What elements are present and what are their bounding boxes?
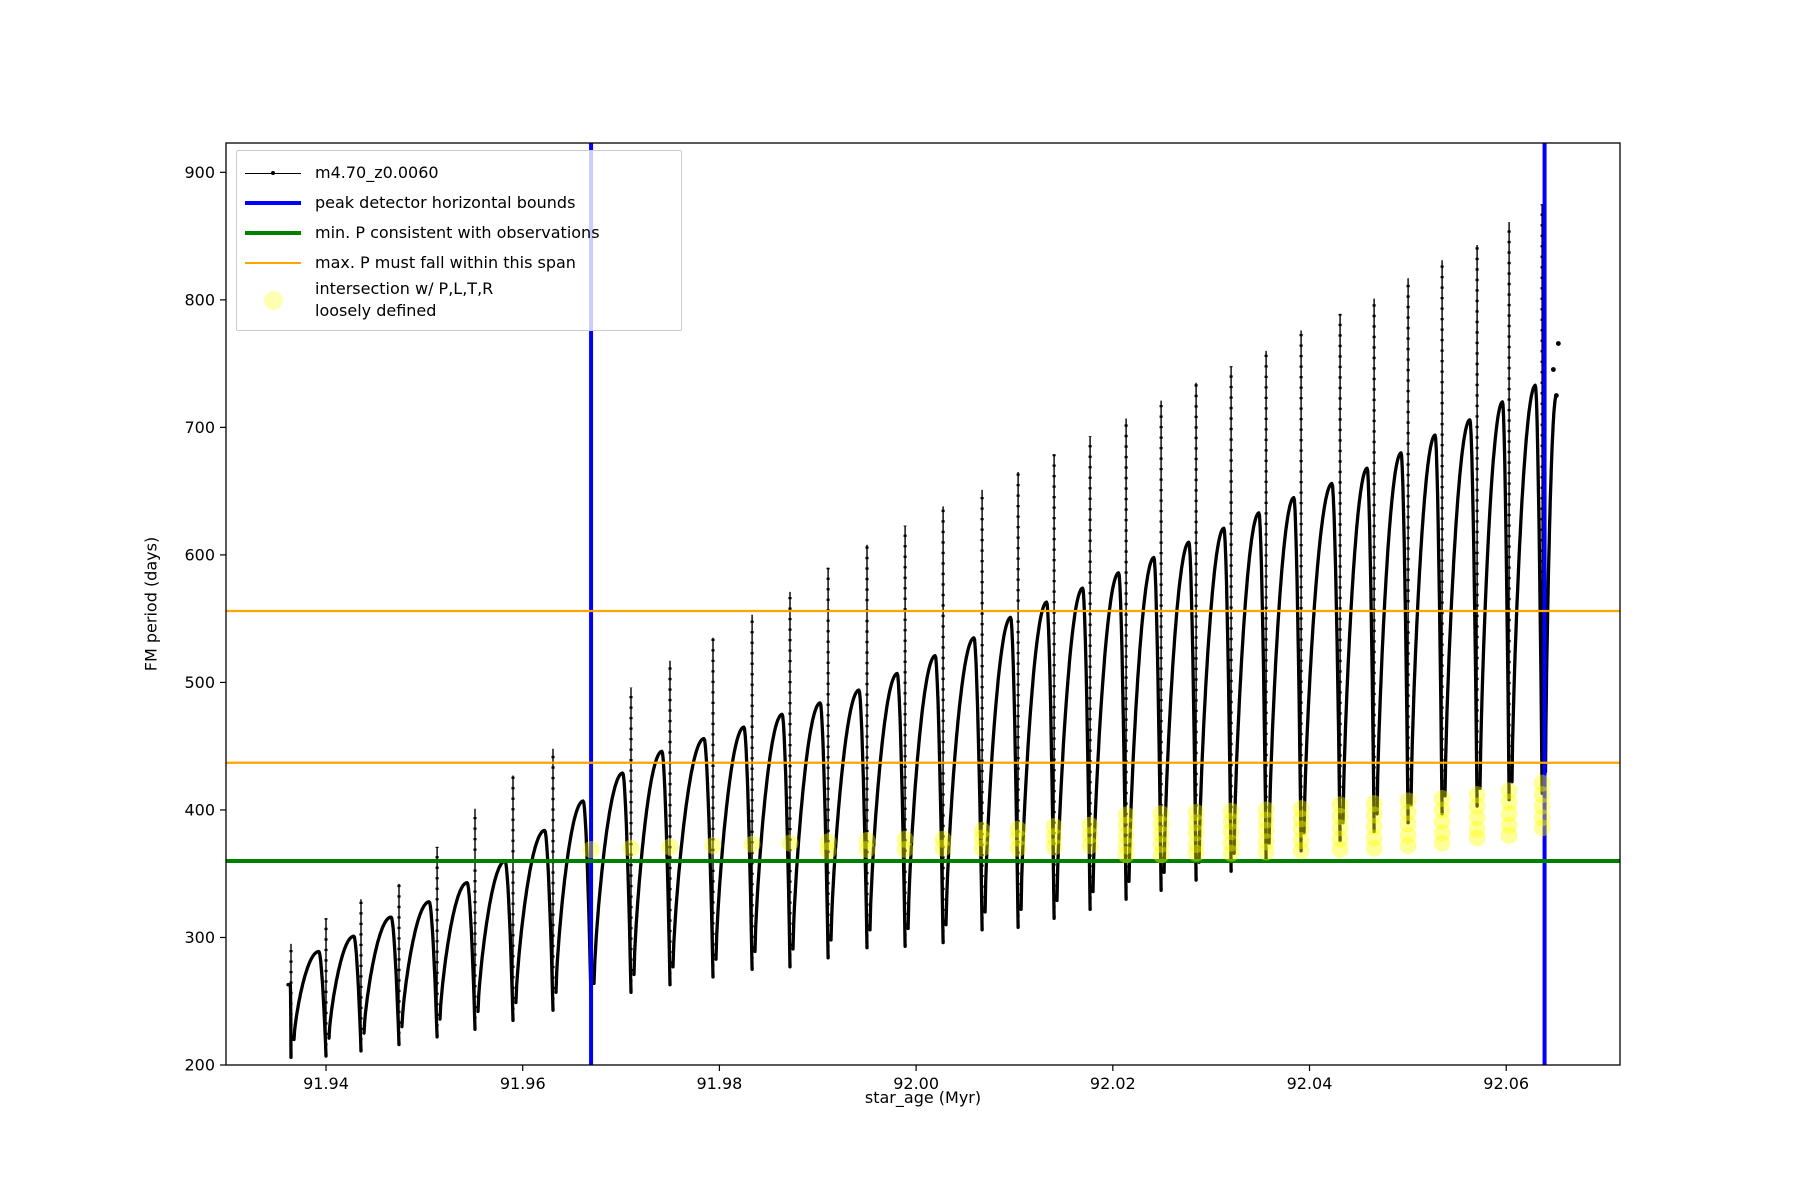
peak-bounds-vlines — [589, 143, 1547, 1065]
legend: m4.70_z0.0060 peak detector horizontal b… — [236, 150, 682, 331]
y-tick-label: 500 — [184, 673, 215, 692]
legend-entry-series: m4.70_z0.0060 — [245, 158, 671, 188]
legend-entry-min-p: min. P consistent with observations — [245, 218, 671, 248]
legend-label: min. P consistent with observations — [315, 223, 600, 242]
y-tick-label: 400 — [184, 800, 215, 819]
legend-entry-peak-bounds: peak detector horizontal bounds — [245, 188, 671, 218]
legend-entry-intersection: intersection w/ P,L,T,R loosely defined — [245, 278, 671, 322]
y-tick-label: 600 — [184, 545, 215, 564]
axis-ticks — [220, 171, 1507, 1071]
y-tick-label: 900 — [184, 163, 215, 182]
x-axis-label: star_age (Myr) — [864, 1088, 982, 1107]
y-axis-label: FM period (days) — [141, 536, 161, 672]
blue-line-icon — [245, 201, 301, 205]
axes-frame — [225, 142, 1621, 1066]
tick-labels: 91.94 91.96 91.98 92.00 92.02 92.04 92.06 200 30… — [184, 163, 1529, 1093]
legend-entry-max-p: max. P must fall within this span — [245, 248, 671, 278]
legend-label: max. P must fall within this span — [315, 253, 576, 272]
intersection-markers — [582, 774, 1551, 864]
orange-line-icon — [245, 262, 301, 264]
x-tick-label: 92.02 — [1090, 1074, 1136, 1093]
x-tick-label: 91.94 — [303, 1074, 349, 1093]
x-tick-label: 92.06 — [1483, 1074, 1529, 1093]
x-tick-label: 92.04 — [1287, 1074, 1333, 1093]
x-tick-label: 91.98 — [697, 1074, 743, 1093]
main-series — [286, 204, 1561, 1059]
yellow-circle-icon — [245, 290, 301, 310]
y-tick-label: 200 — [184, 1056, 215, 1075]
y-tick-label: 700 — [184, 418, 215, 437]
series-line-icon — [245, 170, 301, 175]
y-tick-label: 300 — [184, 928, 215, 947]
green-line-icon — [245, 231, 301, 235]
legend-label: peak detector horizontal bounds — [315, 193, 576, 212]
x-tick-label: 91.96 — [500, 1074, 546, 1093]
x-tick-label: 92.00 — [893, 1074, 939, 1093]
legend-label: m4.70_z0.0060 — [315, 163, 439, 182]
legend-label: intersection w/ P,L,T,R loosely defined — [315, 279, 494, 320]
y-tick-label: 800 — [184, 290, 215, 309]
